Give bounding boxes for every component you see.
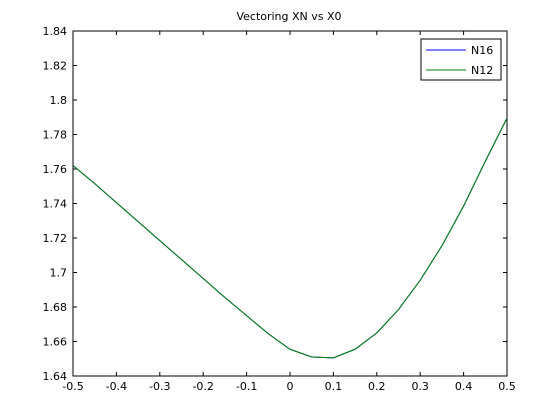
y-tick-label: 1.78 [43,129,68,142]
x-tick-label: 0.1 [325,380,343,393]
chart-title: Vectoring XN vs X0 [236,10,341,23]
legend-label-n16: N16 [471,44,493,57]
x-tick-label: -0.3 [149,380,170,393]
x-tick-label: 0.2 [368,380,386,393]
y-tick-label: 1.8 [50,94,68,107]
x-tick-label: 0.5 [498,380,516,393]
y-tick-label: 1.68 [43,301,68,314]
y-tick-label: 1.84 [43,25,68,38]
y-tick-label: 1.76 [43,163,68,176]
series-line-n12 [72,117,508,359]
series-layer [72,117,508,359]
x-tick-label: -0.2 [192,380,213,393]
x-tick-label: -0.1 [236,380,257,393]
x-tick-label: 0.4 [455,380,473,393]
x-tick-label: -0.5 [62,380,83,393]
y-tick-label: 1.66 [43,336,68,349]
y-tick-label: 1.7 [50,267,68,280]
axis-ticks [72,30,508,377]
y-tick-label: 1.82 [43,60,68,73]
legend-label-n12: N12 [471,64,493,77]
y-tick-label: 1.72 [43,232,68,245]
y-tick-label: 1.74 [43,198,68,211]
x-tick-label: 0 [287,380,294,393]
legend-box [420,38,502,81]
x-tick-label: 0.3 [411,380,429,393]
axis-tick-labels: -0.5 -0.4 -0.3 -0.2 -0.1 0 0.1 0.2 0.3 0.4 0.5 1.64… [43,25,516,393]
plot-frame [72,30,508,377]
x-tick-label: -0.4 [106,380,127,393]
y-tick-label: 1.64 [43,370,68,383]
legend: N16 N12 [420,38,502,81]
